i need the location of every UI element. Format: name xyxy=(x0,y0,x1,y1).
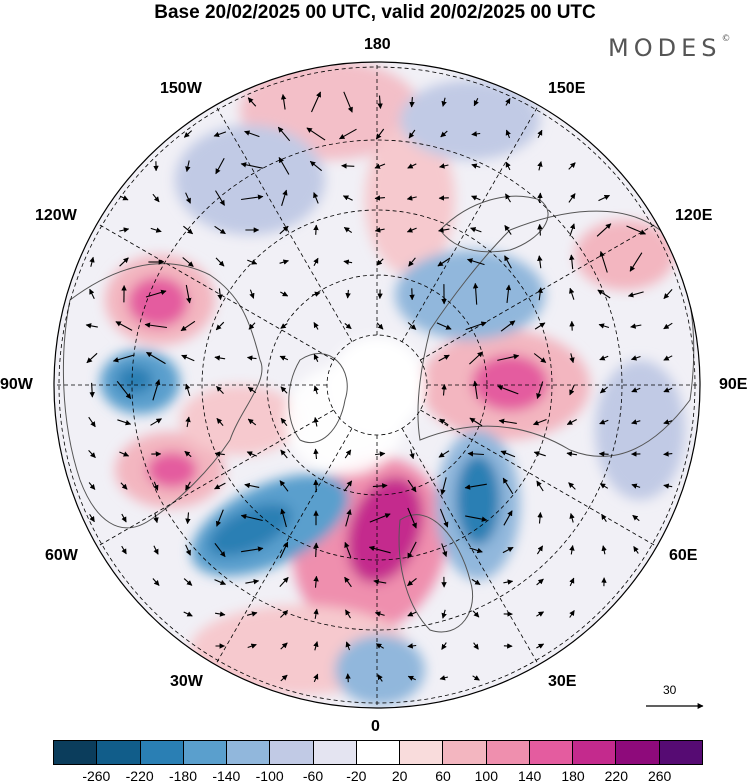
colorbar-tick-label: 220 xyxy=(605,768,628,784)
colorbar-tick-label: 180 xyxy=(561,768,584,784)
colorbar-segment xyxy=(530,741,573,764)
anomaly-positive-120w-core xyxy=(128,277,188,327)
colorbar-tick-label: -140 xyxy=(212,768,240,784)
anomaly-negative-90w-core xyxy=(117,366,153,394)
colorbar-segment xyxy=(97,741,140,764)
colorbar-tick-label: -60 xyxy=(303,768,323,784)
colorbar-tick-label: -100 xyxy=(256,768,284,784)
colorbar-segment xyxy=(141,741,184,764)
map-title: Base 20/02/2025 00 UTC, valid 20/02/2025… xyxy=(0,2,750,24)
colorbar-tick-label: -260 xyxy=(82,768,110,784)
colorbar-tick-label: -180 xyxy=(169,768,197,784)
colorbar-segment xyxy=(573,741,616,764)
label-60w: 60W xyxy=(45,547,78,565)
colorbar-segment xyxy=(616,741,659,764)
anomaly-negative-120e xyxy=(395,250,545,340)
colorbar-segment xyxy=(227,741,270,764)
label-90w: 90W xyxy=(0,376,33,394)
label-120w: 120W xyxy=(35,207,77,225)
anomaly-positive-90e-core xyxy=(472,355,548,411)
wind-vector xyxy=(348,674,349,682)
colorbar-tick-label: 100 xyxy=(475,768,498,784)
colorbar-segment xyxy=(660,741,702,764)
wind-vector xyxy=(342,166,355,167)
wind-vector xyxy=(316,543,317,557)
colorbar-segment xyxy=(184,741,227,764)
modes-logo: MODES© xyxy=(608,34,730,62)
label-30w: 30W xyxy=(170,673,203,691)
wind-vector xyxy=(316,225,317,235)
label-120e: 120E xyxy=(675,207,712,225)
colorbar-tick-label: -20 xyxy=(346,768,366,784)
colorbar-tick-label: -220 xyxy=(126,768,154,784)
colorbar-segment xyxy=(54,741,97,764)
colorbar-segment xyxy=(443,741,486,764)
label-150w: 150W xyxy=(160,80,202,98)
anomaly-negative-45e-core xyxy=(456,455,500,545)
anomaly-negative-150e xyxy=(400,80,540,160)
label-0: 0 xyxy=(371,718,380,736)
label-30e: 30E xyxy=(548,673,576,691)
colorbar-segment xyxy=(400,741,443,764)
colorbar xyxy=(53,740,703,765)
label-180: 180 xyxy=(364,36,391,54)
anomaly-negative-60e xyxy=(595,360,685,500)
colorbar-segment xyxy=(270,741,313,764)
label-150e: 150E xyxy=(548,80,585,98)
reference-vector-label: 30 xyxy=(663,683,676,697)
colorbar-tick-label: 20 xyxy=(392,768,408,784)
label-90e: 90E xyxy=(719,376,747,394)
colorbar-tick-label: 60 xyxy=(435,768,451,784)
label-60e: 60E xyxy=(669,547,697,565)
colorbar-tick-label: 140 xyxy=(518,768,541,784)
colorbar-segment xyxy=(487,741,530,764)
near-zero-zone xyxy=(285,365,405,475)
colorbar-segment xyxy=(357,741,400,764)
colorbar-tick-label: 260 xyxy=(648,768,671,784)
wind-vector xyxy=(599,454,608,455)
colorbar-segment xyxy=(314,741,357,764)
